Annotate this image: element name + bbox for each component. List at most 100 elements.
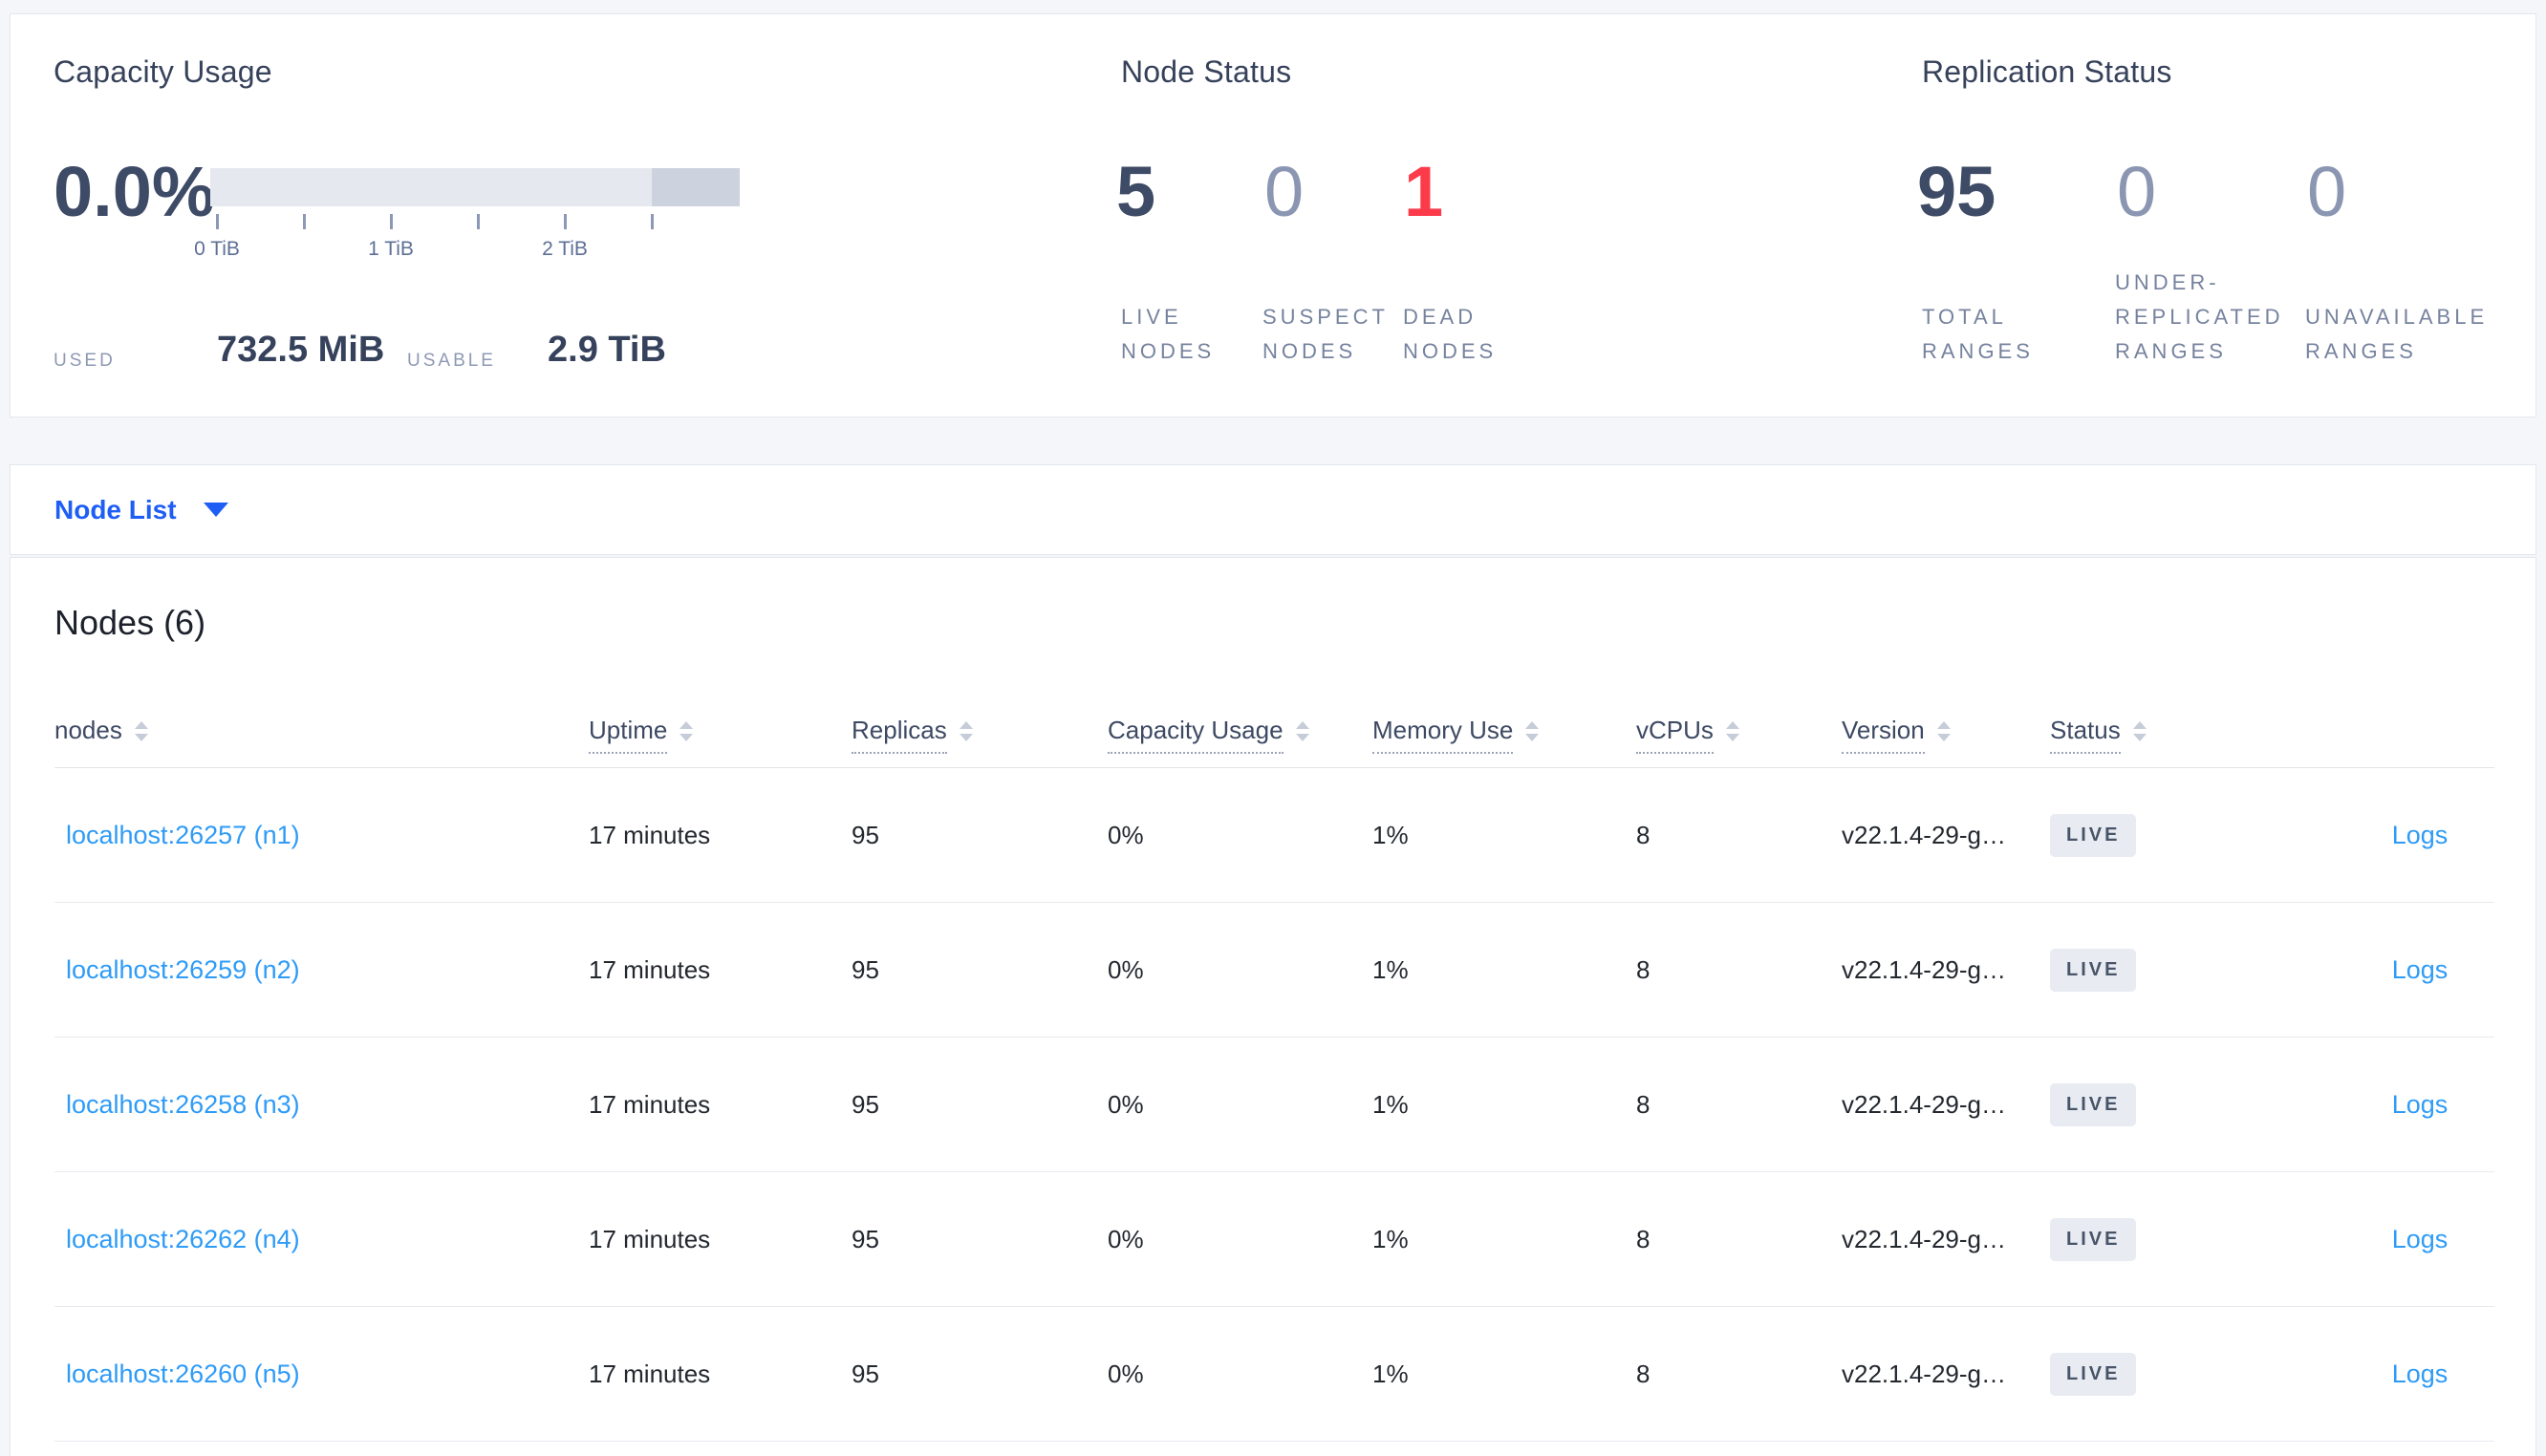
used-value: 732.5 MiB [217,330,385,370]
gauge-tick [303,214,306,229]
gauge-tick [390,214,393,229]
node-link[interactable]: localhost:26260 (n5) [66,1359,300,1388]
sort-icon [2132,721,2147,741]
sort-icon [1295,721,1309,741]
version-cell: v22.1.4-29-g… [1842,1224,2006,1253]
uptime-cell: 17 minutes [589,1224,711,1253]
column-header-status[interactable]: Status [2050,716,2343,754]
capacity-usage-title: Capacity Usage [54,54,272,89]
unavailable-ranges-count: 0 [2307,152,2347,231]
table-row: localhost:26260 (n5) 17 minutes 95 0% 1%… [54,1307,2494,1442]
logs-link[interactable]: Logs [2391,1224,2449,1253]
dead-nodes-label: DEAD NODES [1403,305,1498,363]
cluster-summary-card: Capacity Usage 0.0% 0 TiB 1 TiB 2 TiB US… [10,13,2536,418]
replicas-cell: 95 [852,1089,879,1119]
chevron-down-icon [203,503,228,517]
gauge-tick-label: 0 TiB [194,238,240,260]
node-link[interactable]: localhost:26258 (n3) [66,1089,300,1119]
sort-icon [134,721,148,741]
node-link[interactable]: localhost:26259 (n2) [66,954,300,984]
nodes-table-header: nodes Uptime Replicas Capacity Usage Mem… [54,701,2494,768]
status-badge: LIVE [2050,813,2137,857]
gauge-tick [564,214,567,229]
gauge-tick-label: 1 TiB [368,238,414,260]
status-badge: LIVE [2050,1217,2137,1261]
table-row: localhost:26259 (n2) 17 minutes 95 0% 1%… [54,903,2494,1038]
logs-link[interactable]: Logs [2391,820,2449,849]
memory-cell: 1% [1372,1359,1409,1388]
suspect-nodes-label: SUSPECT NODES [1262,305,1389,363]
under-replicated-ranges-count: 0 [2117,152,2157,231]
live-nodes-count: 5 [1116,152,1156,231]
column-header-memory-use[interactable]: Memory Use [1372,716,1636,754]
gauge-tick-label: 2 TiB [542,238,588,260]
uptime-cell: 17 minutes [589,1089,711,1119]
column-header-nodes[interactable]: nodes [54,716,589,754]
memory-cell: 1% [1372,1224,1409,1253]
column-header-version[interactable]: Version [1842,716,2050,754]
column-header-replicas[interactable]: Replicas [852,716,1108,754]
table-row: localhost:26262 (n4) 17 minutes 95 0% 1%… [54,1172,2494,1307]
nodes-section-title: Nodes (6) [54,603,206,642]
logs-link[interactable]: Logs [2391,1359,2449,1388]
nodes-table: nodes Uptime Replicas Capacity Usage Mem… [54,701,2494,1442]
logs-link[interactable]: Logs [2391,1089,2449,1119]
capacity-cell: 0% [1108,1224,1144,1253]
table-row: localhost:26258 (n3) 17 minutes 95 0% 1%… [54,1038,2494,1172]
nodes-table-card: Nodes (6) nodes Uptime Replicas Capacity… [10,557,2536,1456]
usable-label: USABLE [407,351,496,371]
sort-icon [1936,721,1951,741]
gauge-tick [651,214,654,229]
column-header-vcpus[interactable]: vCPUs [1636,716,1842,754]
total-ranges-count: 95 [1917,152,1996,231]
unavailable-ranges-label: UNAVAILABLE RANGES [2305,305,2489,363]
vcpus-cell: 8 [1636,1224,1651,1253]
status-badge: LIVE [2050,948,2137,992]
capacity-gauge-bar [210,168,740,206]
capacity-percent: 0.0% [54,152,215,231]
live-nodes-label: LIVE NODES [1121,305,1216,363]
suspect-nodes-count: 0 [1264,152,1305,231]
used-label: USED [54,351,116,371]
node-list-dropdown[interactable]: Node List [10,464,2536,555]
logs-link[interactable]: Logs [2391,954,2449,984]
capacity-cell: 0% [1108,954,1144,984]
uptime-cell: 17 minutes [589,820,711,849]
replicas-cell: 95 [852,954,879,984]
vcpus-cell: 8 [1636,820,1651,849]
node-link[interactable]: localhost:26262 (n4) [66,1224,300,1253]
memory-cell: 1% [1372,1089,1409,1119]
replicas-cell: 95 [852,820,879,849]
node-list-dropdown-label: Node List [54,494,177,525]
replication-status-title: Replication Status [1922,54,2172,89]
status-badge: LIVE [2050,1352,2137,1396]
uptime-cell: 17 minutes [589,1359,711,1388]
gauge-tick [216,214,219,229]
sort-icon [959,721,973,741]
column-header-capacity-usage[interactable]: Capacity Usage [1108,716,1372,754]
capacity-cell: 0% [1108,1359,1144,1388]
sort-icon [1725,721,1739,741]
under-replicated-ranges-label: UNDER- REPLICATED RANGES [2115,270,2284,363]
sort-icon [680,721,694,741]
vcpus-cell: 8 [1636,1089,1651,1119]
version-cell: v22.1.4-29-g… [1842,1359,2006,1388]
usable-value: 2.9 TiB [548,330,666,370]
column-header-uptime[interactable]: Uptime [589,716,852,754]
dead-nodes-count: 1 [1404,152,1444,231]
replicas-cell: 95 [852,1359,879,1388]
total-ranges-label: TOTAL RANGES [1922,305,2034,363]
table-row: localhost:26257 (n1) 17 minutes 95 0% 1%… [54,768,2494,903]
version-cell: v22.1.4-29-g… [1842,1089,2006,1119]
gauge-tick [477,214,480,229]
memory-cell: 1% [1372,820,1409,849]
sort-icon [1525,721,1540,741]
version-cell: v22.1.4-29-g… [1842,954,2006,984]
uptime-cell: 17 minutes [589,954,711,984]
status-badge: LIVE [2050,1082,2137,1126]
capacity-gauge-end-segment [652,168,740,206]
node-link[interactable]: localhost:26257 (n1) [66,820,300,849]
capacity-cell: 0% [1108,820,1144,849]
vcpus-cell: 8 [1636,954,1651,984]
